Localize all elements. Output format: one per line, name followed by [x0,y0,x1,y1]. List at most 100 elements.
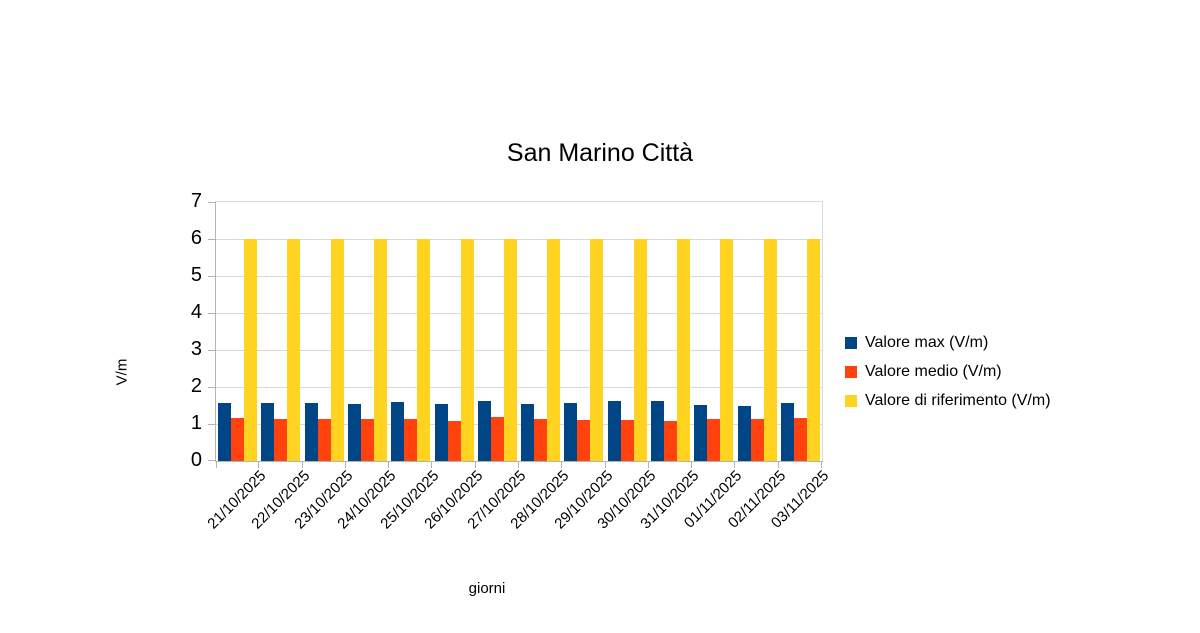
bar-series-2 [231,418,245,461]
bar-series-2 [793,418,807,461]
bar-series-2 [577,419,591,461]
bar-series-3 [373,239,387,461]
y-tick [208,313,215,314]
bar-series-2 [750,419,764,461]
bar-series-2 [663,421,677,461]
bar-series-3 [503,239,517,461]
x-tick [518,461,519,468]
x-tick [344,461,346,468]
bar-group [735,202,778,461]
plot-area [208,201,823,468]
bar-series-2 [620,419,634,461]
gridline [216,424,822,425]
x-tick [777,461,779,468]
bar-series-2 [404,418,418,461]
bar-series-3 [547,239,561,461]
y-tick [208,202,215,203]
bar-group [692,202,735,461]
y-tick-label: 3 [190,338,202,360]
legend-label: Valore max (V/m) [865,334,989,351]
bar-series-1 [694,405,708,461]
y-axis-title: V/m [113,358,131,386]
gridline [216,276,822,277]
bar-series-1 [218,402,232,461]
x-tick [431,461,433,468]
x-tick [301,461,303,468]
legend-item: Valore di riferimento (V/m) [845,391,1051,410]
bar-series-1 [650,400,664,461]
bar-series-1 [607,401,621,461]
bar-group [216,202,259,461]
y-axis-line [215,202,216,461]
bar-series-3 [633,239,647,461]
bar-series-3 [676,239,690,461]
bar-series-1 [780,402,794,461]
bar-series-2 [360,418,374,461]
y-tick-label: 1 [190,412,202,434]
legend-label: Valore di riferimento (V/m) [865,392,1051,409]
bar-group [346,202,389,461]
y-tick [208,239,215,240]
y-tick [208,276,215,277]
bar-series-2 [534,418,548,461]
bar-series-1 [434,404,448,461]
bar-series-1 [304,402,318,461]
x-axis-title: giorni [468,580,506,597]
bar-series-3 [330,239,344,461]
y-tick-label: 4 [190,301,202,323]
bar-series-2 [490,417,504,461]
chart-title: San Marino Città [506,139,694,167]
y-tick-label: 7 [190,190,202,212]
bar-series-1 [261,403,275,461]
bar-series-3 [806,239,820,461]
legend-marker-icon [845,394,857,407]
legend-item: Valore medio (V/m) [845,362,1051,381]
y-tick-label: 6 [190,227,202,249]
bar-group [476,202,519,461]
x-tick [647,461,649,468]
bar-series-2 [447,421,461,461]
bar-group [389,202,432,461]
bar-series-2 [707,418,721,461]
bar-group [779,202,822,461]
x-tick [734,461,736,468]
bar-group [649,202,692,461]
bar-series-3 [460,239,474,461]
y-tick-label: 5 [190,264,202,286]
y-tick [208,350,215,351]
legend-item: Valore max (V/m) [845,333,1051,352]
legend-marker-icon [845,365,857,378]
x-tick [691,461,693,468]
bar-group [519,202,562,461]
y-tick-label: 0 [190,449,202,471]
y-tick [208,460,215,461]
bar-group [562,202,605,461]
y-tick [208,424,215,425]
bar-series-3 [287,239,301,461]
y-tick [208,387,215,388]
bar-group [606,202,649,461]
legend-marker-icon [845,336,857,349]
bar-series-1 [521,404,535,461]
gridline [216,387,822,388]
bar-series-3 [720,239,734,461]
x-axis-line [215,461,823,462]
x-tick [258,461,260,468]
x-tick [474,461,476,468]
bar-series-1 [564,402,578,461]
bar-series-1 [391,401,405,461]
bar-series-1 [477,401,491,461]
bar-series-3 [417,239,431,461]
x-tick [604,461,606,468]
x-tick [388,461,390,468]
bar-series-3 [590,239,604,461]
bar-series-1 [737,405,751,461]
bar-series-3 [763,239,777,461]
gridline [216,313,822,314]
legend-label: Valore medio (V/m) [865,363,1002,380]
gridline [216,350,822,351]
bar-series-1 [347,403,361,461]
bar-series-2 [317,418,331,461]
bar-group [303,202,346,461]
